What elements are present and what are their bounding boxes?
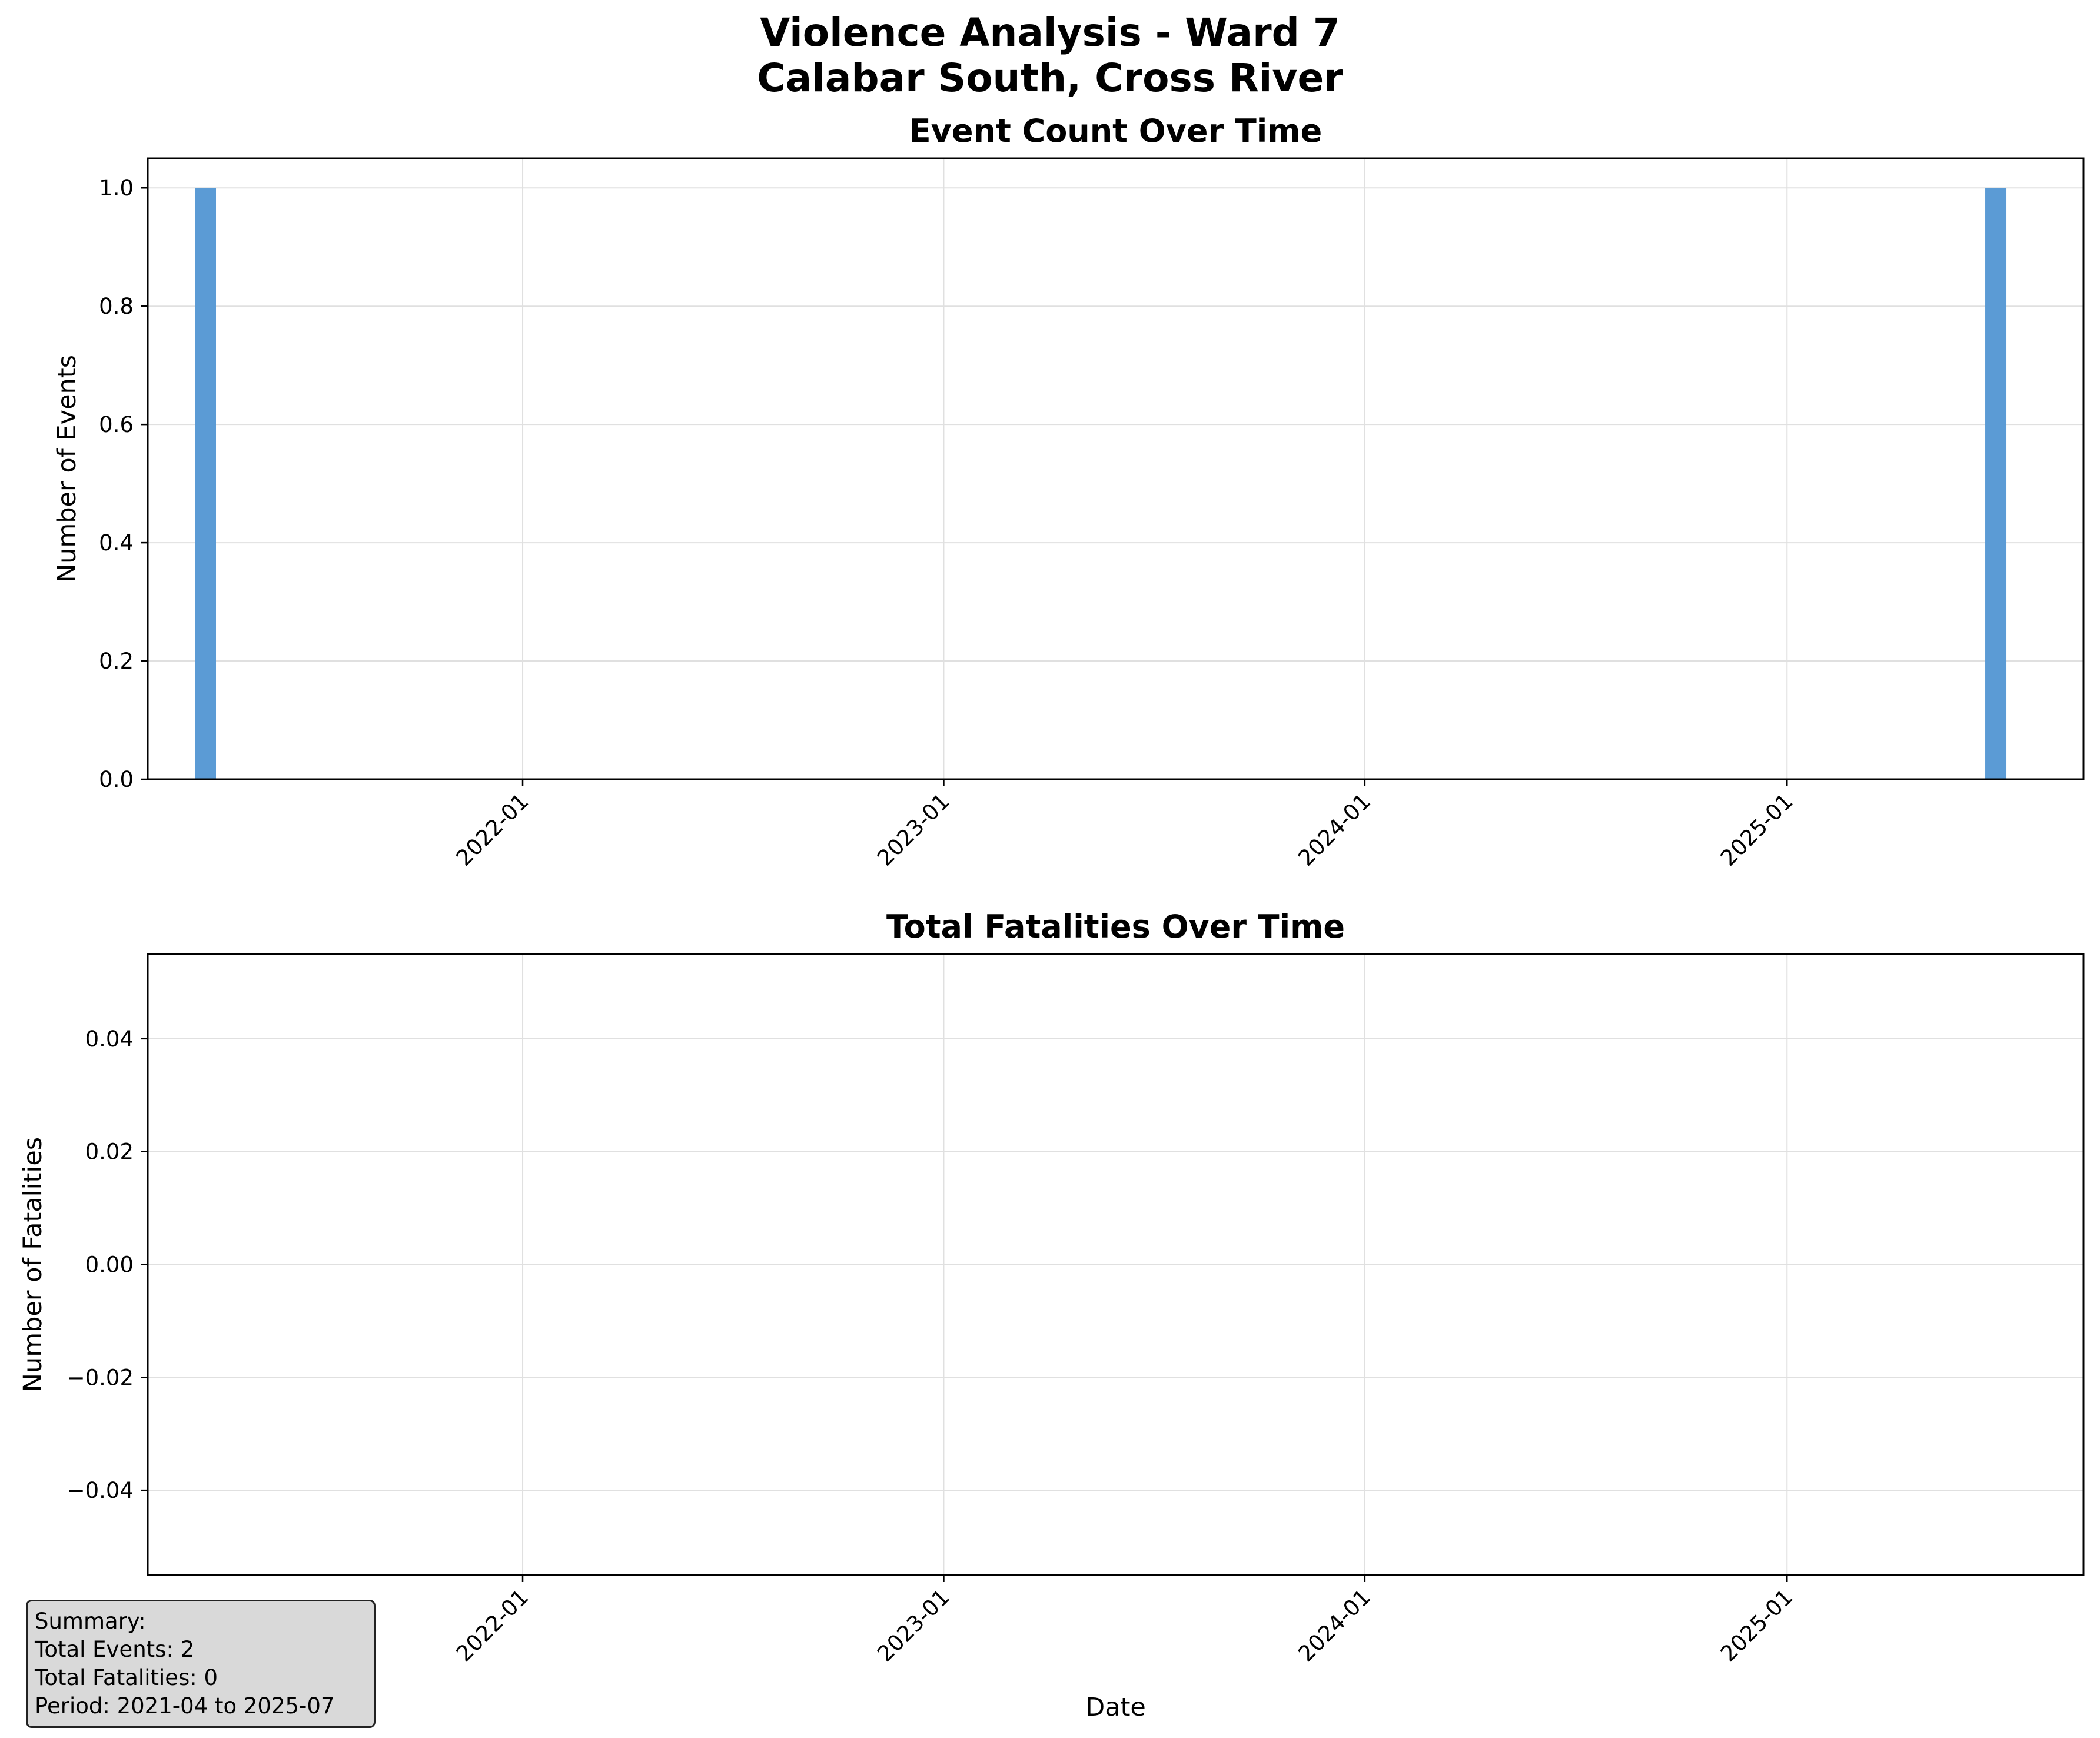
event-bar xyxy=(1985,188,2007,779)
fatalities-title: Total Fatalities Over Time xyxy=(886,908,1345,945)
fatalities-x-ticks: 2022-01 2023-01 2024-01 2025-01 xyxy=(451,1575,1798,1667)
x-tick-label: 2022-01 xyxy=(451,789,534,871)
y-tick-label: −0.04 xyxy=(67,1478,134,1503)
y-tick-label: 0.00 xyxy=(85,1252,134,1278)
y-tick-label: 0.02 xyxy=(85,1139,134,1165)
fatalities-y-ticks: −0.04 −0.02 0.00 0.02 0.04 xyxy=(67,1026,148,1503)
summary-total-fatalities: Total Fatalities: 0 xyxy=(35,1665,218,1690)
y-tick-label: 0.8 xyxy=(99,294,134,319)
event-count-y-axis-label: Number of Events xyxy=(52,355,82,583)
y-tick-label: 0.0 xyxy=(99,767,134,792)
event-bar xyxy=(195,188,217,779)
summary-total-events: Total Events: 2 xyxy=(35,1637,195,1662)
x-tick-label: 2024-01 xyxy=(1294,789,1376,871)
y-tick-label: −0.02 xyxy=(67,1365,134,1390)
figure-title-line2: Calabar South, Cross River xyxy=(757,55,1343,101)
summary-box: Summary: Total Events: 2 Total Fatalitie… xyxy=(26,1600,376,1728)
y-tick-label: 0.04 xyxy=(85,1026,134,1052)
event-count-y-ticks: 0.0 0.2 0.4 0.6 0.8 1.0 xyxy=(99,175,148,792)
x-tick-label: 2022-01 xyxy=(451,1584,534,1667)
x-tick-label: 2024-01 xyxy=(1294,1584,1376,1667)
y-tick-label: 0.4 xyxy=(99,530,134,556)
summary-heading: Summary: xyxy=(35,1609,146,1634)
fatalities-grid xyxy=(148,954,2084,1575)
y-tick-label: 1.0 xyxy=(99,175,134,201)
x-tick-label: 2023-01 xyxy=(872,1584,955,1667)
fatalities-y-axis-label: Number of Fatalities xyxy=(18,1137,48,1392)
y-tick-label: 0.2 xyxy=(99,649,134,674)
y-tick-label: 0.6 xyxy=(99,412,134,437)
x-tick-label: 2023-01 xyxy=(872,789,955,871)
summary-period: Period: 2021-04 to 2025-07 xyxy=(35,1693,335,1719)
x-tick-label: 2025-01 xyxy=(1716,1584,1798,1667)
x-tick-label: 2025-01 xyxy=(1716,789,1798,871)
event-count-bars xyxy=(195,188,2007,779)
event-count-x-ticks: 2022-01 2023-01 2024-01 2025-01 xyxy=(451,779,1798,871)
event-count-panel: 0.0 0.2 0.4 0.6 0.8 1.0 2022-01 2023-01 2024-01… xyxy=(52,112,2085,871)
event-count-grid xyxy=(148,158,2084,780)
event-count-title: Event Count Over Time xyxy=(909,112,1322,149)
figure-title-line1: Violence Analysis - Ward 7 xyxy=(760,10,1340,55)
event-count-axes-frame xyxy=(147,157,2085,780)
fatalities-x-axis-label: Date xyxy=(1085,1693,1146,1722)
fatalities-panel: −0.04−0.020.000.020.04 2022-01 2023-01 202… xyxy=(18,908,2085,1722)
